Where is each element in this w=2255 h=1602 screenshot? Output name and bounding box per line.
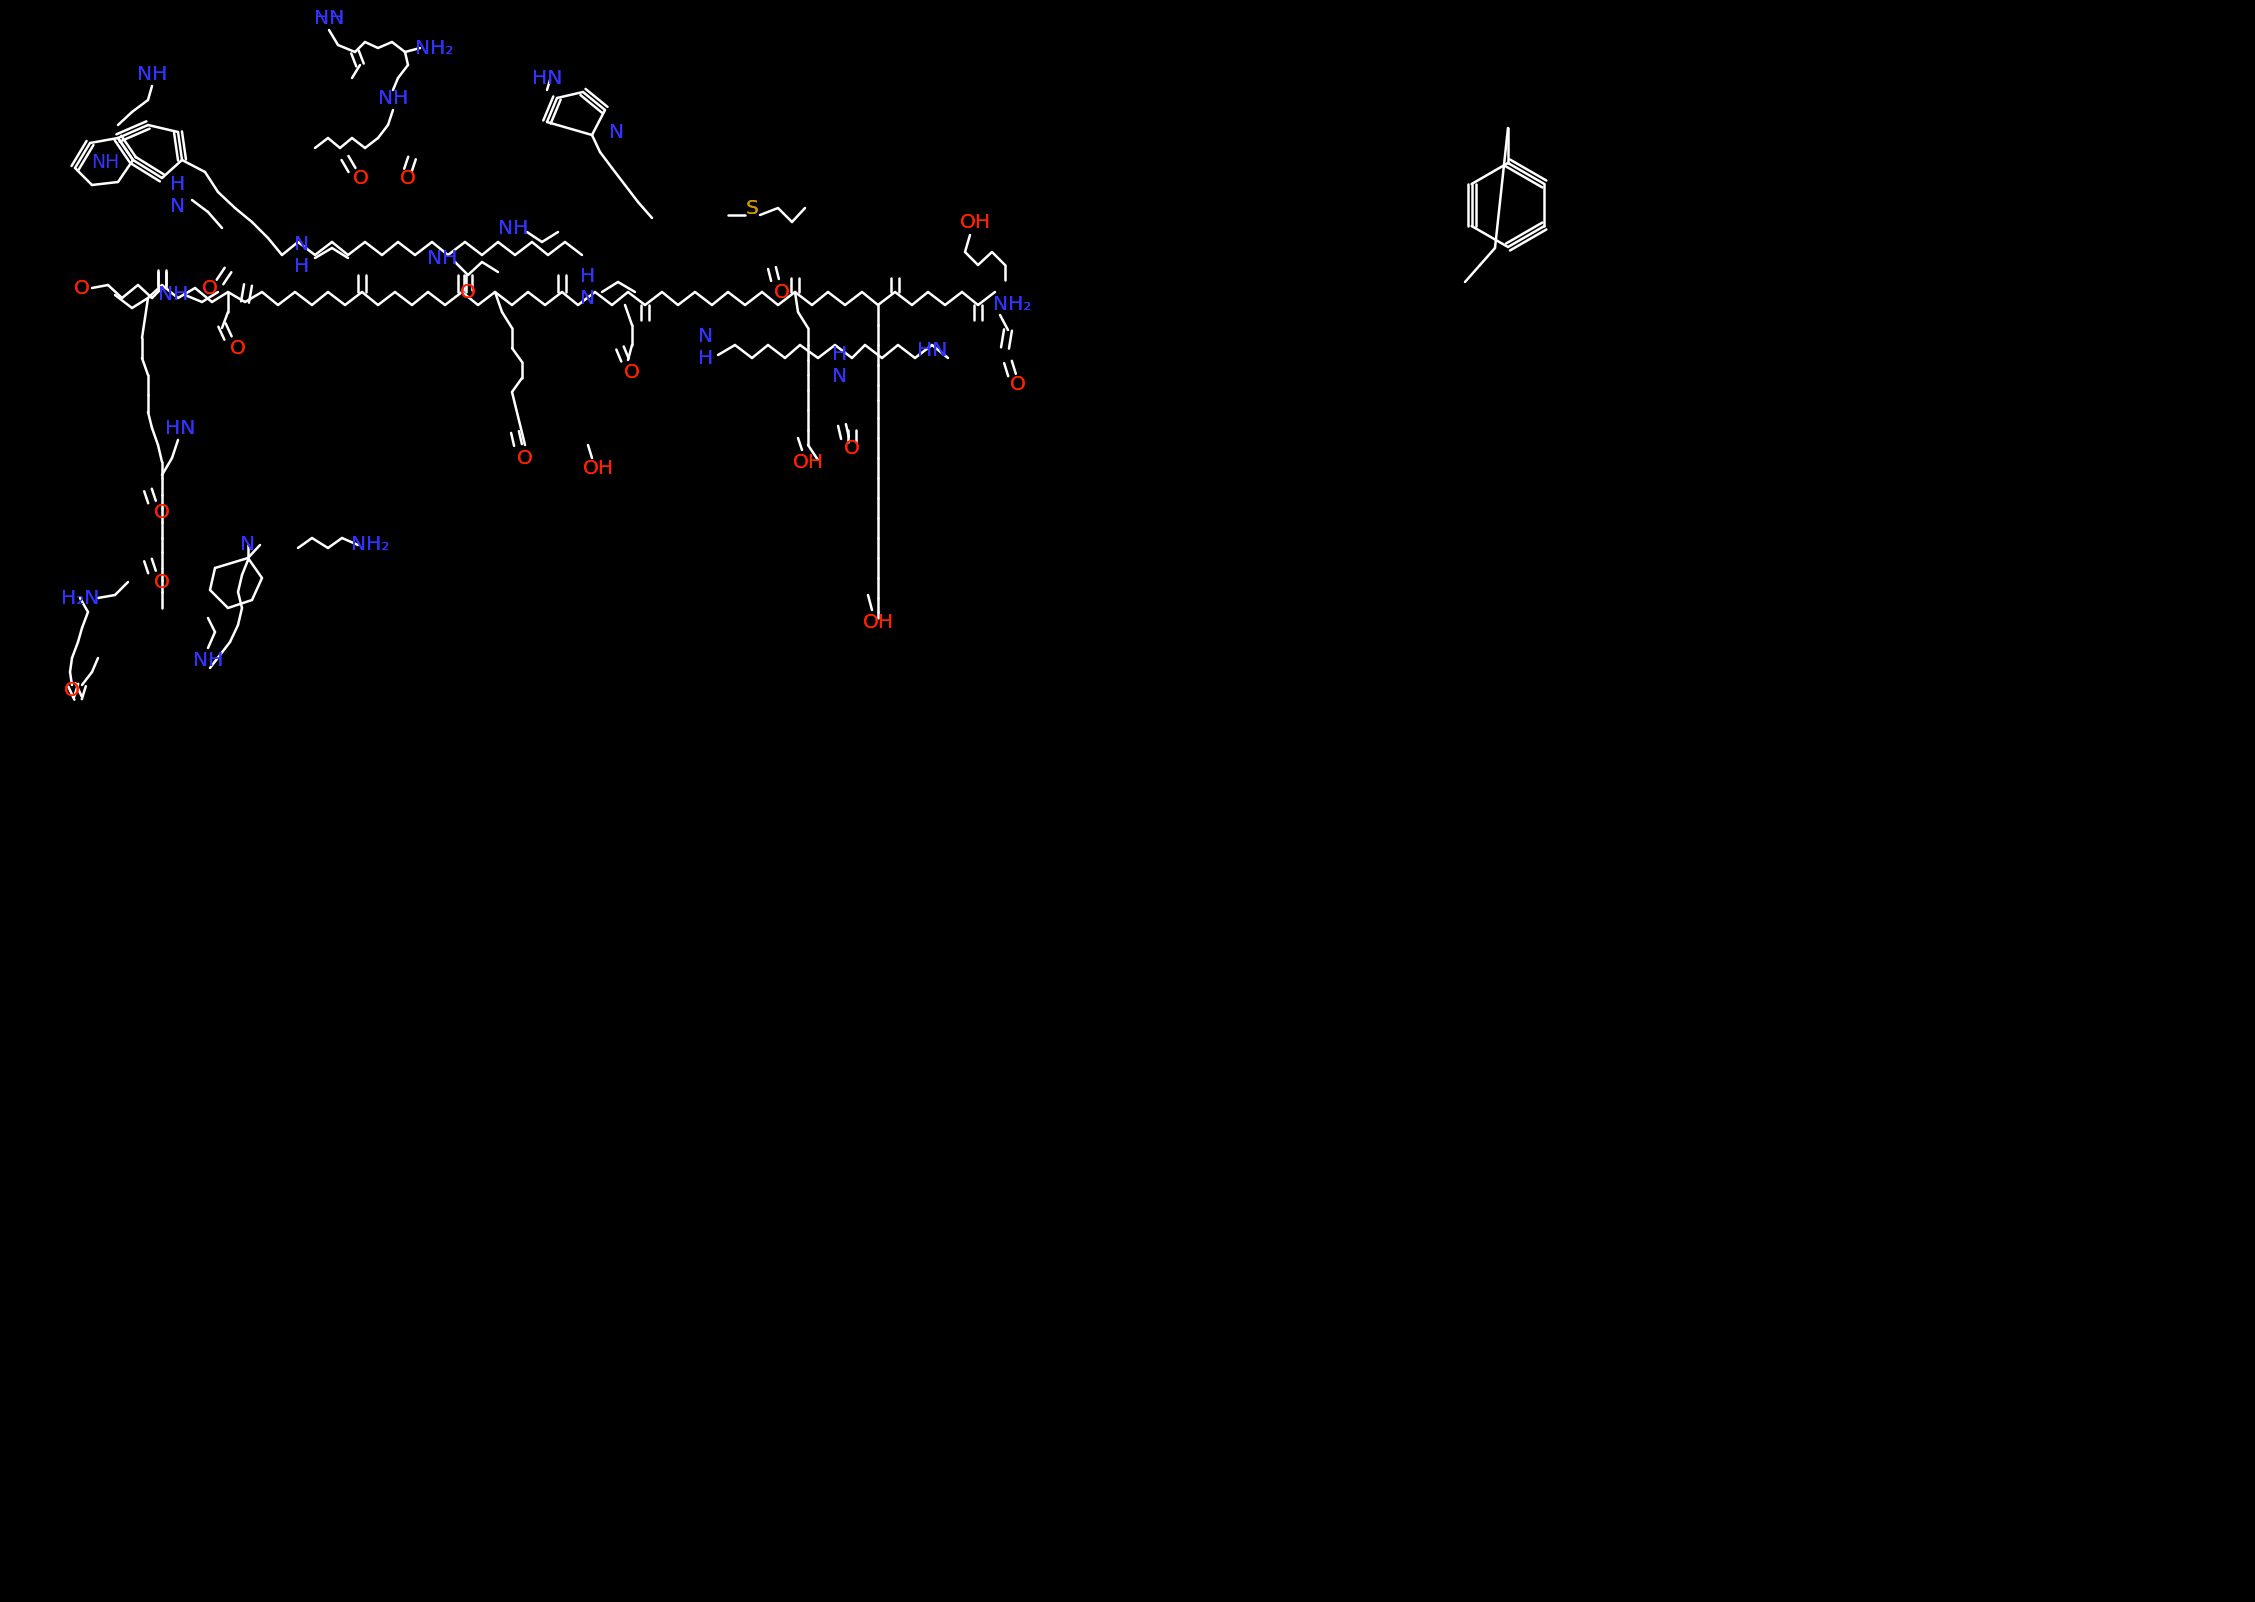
Text: N
H: N H (295, 234, 309, 276)
Text: OH: OH (792, 452, 823, 471)
Text: N: N (241, 535, 255, 554)
Text: NH: NH (498, 218, 528, 237)
Text: N: N (609, 122, 625, 141)
Text: NH₂: NH₂ (352, 535, 390, 554)
Text: NH: NH (379, 88, 408, 107)
Text: HN: HN (532, 69, 561, 88)
Text: OH: OH (792, 452, 823, 471)
Text: NH: NH (379, 88, 408, 107)
Text: NH: NH (498, 218, 528, 237)
Text: O: O (230, 338, 246, 357)
Text: OH: OH (958, 213, 990, 232)
Text: O: O (153, 503, 169, 522)
Text: O: O (773, 282, 789, 301)
Text: HN: HN (165, 418, 196, 437)
Text: O: O (354, 168, 370, 187)
Text: NH: NH (194, 650, 223, 670)
Text: HN: HN (532, 69, 561, 88)
Text: H
N: H N (171, 175, 185, 216)
Text: O: O (625, 362, 640, 381)
Text: N
H: N H (295, 234, 309, 276)
Text: NH: NH (194, 650, 223, 670)
Text: H₂N: H₂N (61, 588, 99, 607)
Text: O: O (1010, 375, 1026, 394)
Text: O: O (399, 168, 415, 187)
Text: NH₂: NH₂ (992, 295, 1031, 314)
Text: O: O (843, 439, 859, 458)
Text: H
N: H N (832, 344, 848, 386)
Text: NH: NH (426, 248, 458, 268)
Text: O: O (460, 282, 476, 301)
Text: O: O (354, 168, 370, 187)
Text: O: O (63, 681, 79, 700)
Text: S: S (746, 199, 758, 218)
Text: H
N: H N (580, 268, 595, 309)
Text: OH: OH (582, 458, 613, 477)
Text: OH: OH (958, 213, 990, 232)
Text: OH: OH (861, 612, 893, 631)
Text: O: O (1010, 375, 1026, 394)
Text: NH: NH (90, 152, 120, 171)
Text: O: O (516, 449, 532, 468)
Text: NH: NH (138, 64, 167, 83)
Text: NH: NH (313, 8, 345, 27)
Text: O: O (74, 279, 90, 298)
Text: NH: NH (426, 248, 458, 268)
Text: OH: OH (582, 458, 613, 477)
Text: NH₂: NH₂ (992, 295, 1031, 314)
Text: HN: HN (918, 341, 947, 359)
Text: O: O (153, 572, 169, 591)
Text: O: O (153, 503, 169, 522)
Text: NH₂: NH₂ (415, 38, 453, 58)
Text: H
N: H N (832, 344, 848, 386)
Text: O: O (625, 362, 640, 381)
Text: NH₂: NH₂ (352, 535, 390, 554)
Text: O: O (399, 168, 415, 187)
Text: O: O (74, 279, 90, 298)
Text: O: O (843, 439, 859, 458)
Text: S: S (746, 199, 758, 218)
Text: H
N: H N (171, 175, 185, 216)
Text: HN: HN (313, 8, 345, 27)
Text: HN: HN (165, 418, 196, 437)
Text: O: O (63, 681, 79, 700)
Text: O: O (460, 282, 476, 301)
Text: HN: HN (918, 341, 947, 359)
Text: N
H: N H (699, 327, 713, 368)
Text: H₂N: H₂N (61, 588, 99, 607)
Text: O: O (773, 282, 789, 301)
Text: O: O (516, 449, 532, 468)
Text: H
N: H N (580, 268, 595, 309)
Text: OH: OH (861, 612, 893, 631)
Text: NH₂: NH₂ (415, 38, 453, 58)
Text: N: N (241, 535, 255, 554)
Text: N
H: N H (699, 327, 713, 368)
Text: O: O (203, 279, 219, 298)
Text: O: O (203, 279, 219, 298)
Text: N: N (609, 122, 625, 141)
Text: NH: NH (138, 64, 167, 83)
Text: NH: NH (158, 285, 187, 304)
Text: NH: NH (158, 285, 187, 304)
Text: O: O (230, 338, 246, 357)
Text: O: O (153, 572, 169, 591)
